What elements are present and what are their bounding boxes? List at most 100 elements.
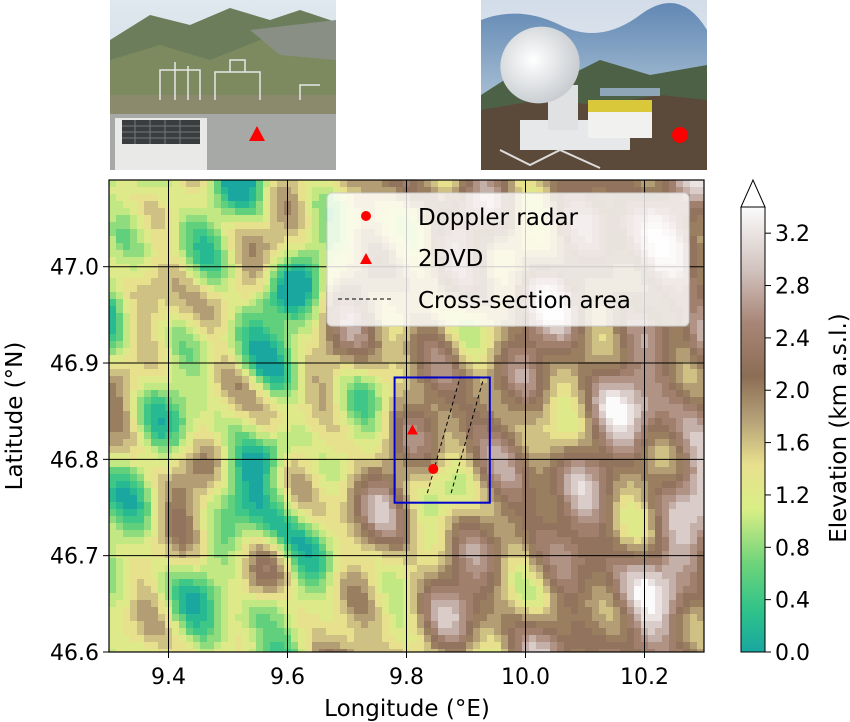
terrain-cell [270, 348, 278, 356]
terrain-cell [452, 376, 460, 384]
terrain-cell [228, 376, 236, 384]
terrain-cell [228, 446, 236, 454]
terrain-cell [172, 558, 180, 566]
terrain-cell [634, 411, 642, 419]
terrain-cell [543, 397, 551, 405]
terrain-cell [228, 369, 236, 377]
terrain-cell [683, 551, 691, 559]
terrain-cell [354, 474, 362, 482]
terrain-cell [137, 474, 145, 482]
terrain-cell [256, 348, 264, 356]
terrain-cell [249, 334, 257, 342]
terrain-cell [256, 432, 264, 440]
terrain-cell [662, 460, 670, 468]
terrain-cell [123, 411, 131, 419]
terrain-cell [270, 390, 278, 398]
terrain-cell [270, 495, 278, 503]
terrain-cell [697, 432, 704, 440]
terrain-cell [242, 537, 250, 545]
terrain-cell [221, 572, 229, 580]
terrain-cell [151, 264, 159, 272]
terrain-cell [634, 544, 642, 552]
terrain-cell [186, 425, 194, 433]
terrain-cell [193, 565, 201, 573]
terrain-cell [256, 481, 264, 489]
terrain-cell [221, 285, 229, 293]
terrain-cell [564, 495, 572, 503]
terrain-cell [228, 278, 236, 286]
terrain-cell [333, 523, 341, 531]
terrain-cell [221, 355, 229, 363]
terrain-cell [389, 586, 397, 594]
terrain-cell [291, 537, 299, 545]
terrain-cell [550, 341, 558, 349]
terrain-cell [592, 509, 600, 517]
terrain-cell [151, 313, 159, 321]
terrain-cell [158, 320, 166, 328]
terrain-cell [319, 264, 327, 272]
terrain-cell [116, 299, 124, 307]
terrain-cell [249, 264, 257, 272]
terrain-cell [431, 558, 439, 566]
terrain-cell [312, 474, 320, 482]
terrain-cell [550, 348, 558, 356]
terrain-cell [333, 453, 341, 461]
terrain-cell [137, 194, 145, 202]
terrain-cell [130, 383, 138, 391]
terrain-cell [193, 320, 201, 328]
terrain-cell [480, 390, 488, 398]
terrain-cell [417, 446, 425, 454]
terrain-cell [662, 474, 670, 482]
terrain-cell [347, 579, 355, 587]
terrain-cell [305, 306, 313, 314]
terrain-cell [305, 530, 313, 538]
terrain-cell [312, 404, 320, 412]
terrain-cell [606, 404, 614, 412]
terrain-cell [473, 390, 481, 398]
terrain-cell [340, 523, 348, 531]
terrain-cell [207, 502, 215, 510]
terrain-cell [655, 558, 663, 566]
terrain-cell [494, 467, 502, 475]
terrain-cell [130, 488, 138, 496]
terrain-cell [305, 523, 313, 531]
terrain-cell [347, 586, 355, 594]
terrain-cell [151, 523, 159, 531]
terrain-cell [557, 341, 565, 349]
terrain-cell [690, 369, 698, 377]
terrain-cell [466, 544, 474, 552]
terrain-cell [158, 362, 166, 370]
terrain-cell [676, 362, 684, 370]
terrain-cell [585, 432, 593, 440]
terrain-cell [473, 523, 481, 531]
terrain-cell [529, 390, 537, 398]
terrain-cell [214, 544, 222, 552]
terrain-cell [620, 397, 628, 405]
terrain-cell [452, 572, 460, 580]
terrain-cell [256, 453, 264, 461]
terrain-cell [312, 565, 320, 573]
terrain-cell [676, 187, 684, 195]
terrain-cell [186, 551, 194, 559]
terrain-cell [144, 236, 152, 244]
terrain-cell [172, 474, 180, 482]
terrain-cell [424, 467, 432, 475]
terrain-cell [270, 229, 278, 237]
terrain-cell [508, 523, 516, 531]
terrain-cell [438, 432, 446, 440]
terrain-cell [193, 278, 201, 286]
terrain-cell [235, 327, 243, 335]
terrain-cell [550, 446, 558, 454]
terrain-cell [291, 488, 299, 496]
terrain-cell [277, 355, 285, 363]
terrain-cell [396, 544, 404, 552]
terrain-cell [312, 495, 320, 503]
terrain-cell [648, 530, 656, 538]
terrain-cell [613, 180, 621, 188]
terrain-cell [151, 229, 159, 237]
terrain-cell [319, 250, 327, 258]
terrain-cell [550, 425, 558, 433]
terrain-cell [669, 516, 677, 524]
terrain-cell [340, 502, 348, 510]
terrain-cell [627, 369, 635, 377]
